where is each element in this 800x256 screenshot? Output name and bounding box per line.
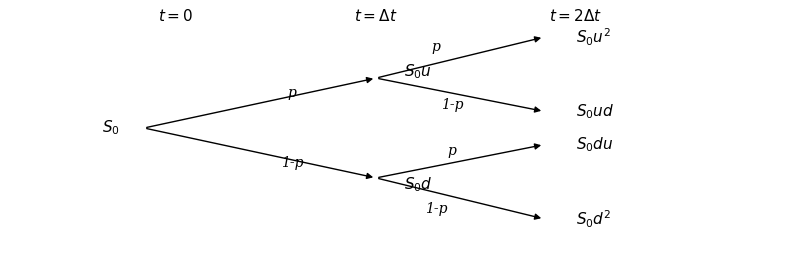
Text: $S_0du$: $S_0du$ [576, 135, 614, 154]
Text: $t = 2\Delta t$: $t = 2\Delta t$ [550, 8, 602, 24]
Text: 1-p: 1-p [425, 202, 447, 216]
Text: $S_0u^2$: $S_0u^2$ [576, 26, 611, 48]
Text: $S_0ud$: $S_0ud$ [576, 102, 614, 121]
Text: p: p [287, 86, 297, 100]
Text: $t = \Delta t$: $t = \Delta t$ [354, 8, 398, 24]
Text: $S_0d$: $S_0d$ [404, 175, 433, 194]
Text: $S_0u$: $S_0u$ [404, 62, 432, 81]
Text: p: p [431, 40, 441, 54]
Text: $S_0d^2$: $S_0d^2$ [576, 208, 611, 230]
Text: 1-p: 1-p [281, 156, 303, 170]
Text: p: p [447, 144, 457, 158]
Text: 1-p: 1-p [441, 98, 463, 112]
Text: $S_0$: $S_0$ [102, 119, 120, 137]
Text: $t = 0$: $t = 0$ [158, 8, 194, 24]
